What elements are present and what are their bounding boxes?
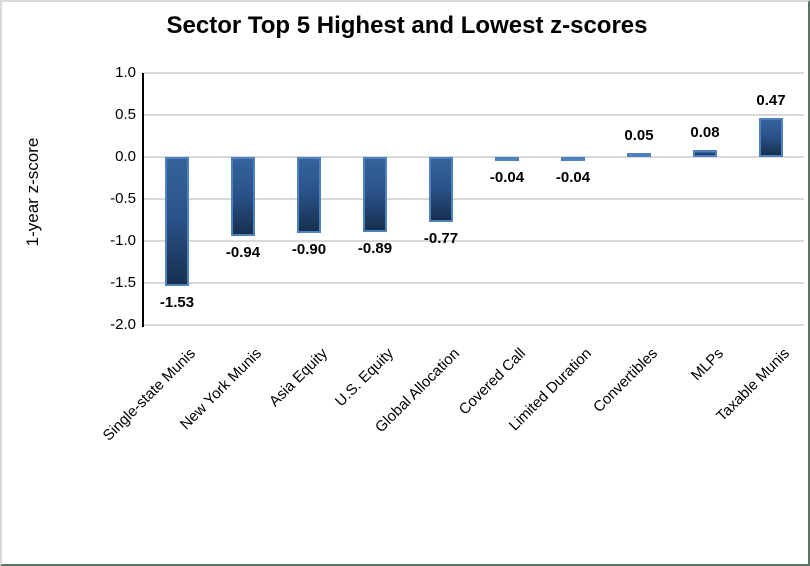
plot-area: -1.53 -0.94 -0.90 -0.89 -0.77 -0.04 -0.04 0.05 0…: [144, 72, 804, 326]
category-label-covered-call: Covered Call: [455, 345, 530, 419]
value-label-global-allocation: -0.77: [423, 229, 459, 247]
bar-u-s-equity: [363, 157, 387, 232]
bar-single-state-munis: [165, 157, 189, 286]
bar-global-allocation: [429, 157, 453, 222]
value-label-limited-duration: -0.04: [555, 169, 591, 186]
y-tick-label: 0.5: [115, 106, 136, 123]
category-label-asia-equity: Asia Equity: [265, 345, 332, 411]
category-label-taxable-munis: Taxable Munis: [713, 345, 794, 425]
chart-title: Sector Top 5 Highest and Lowest z-scores: [166, 12, 648, 39]
gridline: [144, 72, 804, 74]
value-label-taxable-munis: 0.47: [756, 91, 786, 109]
gridline: [144, 324, 804, 326]
value-label-asia-equity: -0.90: [291, 240, 327, 258]
y-tick-label: 0.0: [115, 148, 136, 165]
category-label-new-york-munis: New York Munis: [176, 345, 266, 434]
category-label-convertibles: Convertibles: [590, 345, 662, 416]
bar-taxable-munis: [759, 117, 783, 157]
bar-convertibles: [627, 152, 651, 157]
y-tick-label: 1.0: [115, 64, 136, 81]
value-label-mlps: 0.08: [690, 124, 720, 142]
category-label-limited-duration: Limited Duration: [505, 345, 596, 435]
y-tick-label: -0.5: [110, 190, 136, 207]
y-tick-label: -2.0: [110, 316, 136, 333]
bar-new-york-munis: [231, 157, 255, 236]
y-axis-title: 1-year z-score: [23, 137, 42, 247]
category-label-global-allocation: Global Allocation: [371, 345, 464, 437]
category-label-mlps: MLPs: [687, 345, 728, 385]
value-label-single-state-munis: -1.53: [159, 293, 195, 311]
bar-covered-call: [495, 157, 519, 161]
gridline: [144, 282, 804, 284]
y-tick-label: -1.5: [110, 274, 136, 291]
bar-mlps: [693, 150, 717, 157]
gridline: [144, 156, 804, 158]
bar-limited-duration: [561, 157, 585, 161]
category-label-u-s-equity: U.S. Equity: [331, 345, 398, 411]
bar-asia-equity: [297, 157, 321, 233]
gridline: [144, 114, 804, 116]
value-label-u-s-equity: -0.89: [357, 239, 393, 257]
value-label-new-york-munis: -0.94: [225, 243, 261, 261]
gridline: [144, 240, 804, 242]
y-axis-line: [142, 73, 144, 327]
gridline: [144, 198, 804, 200]
category-label-single-state-munis: Single-state Munis: [99, 345, 200, 445]
value-label-covered-call: -0.04: [489, 169, 525, 186]
y-tick-label: -1.0: [110, 232, 136, 249]
value-label-convertibles: 0.05: [624, 126, 654, 144]
